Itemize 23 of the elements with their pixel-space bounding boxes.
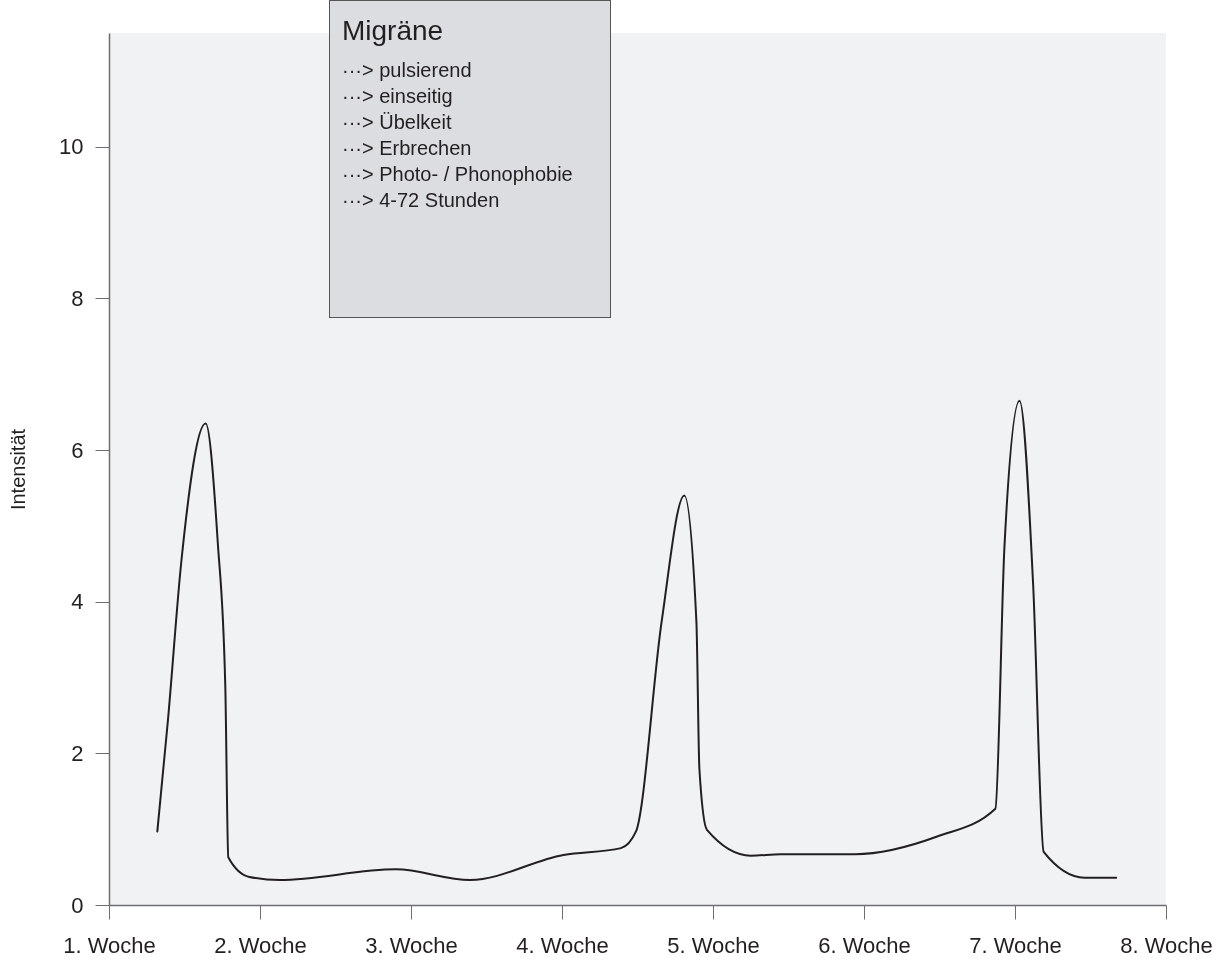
annotation: ···> 4-72 Stunden <box>342 188 501 213</box>
x-tick-label: 1. Woche <box>63 932 156 958</box>
y-tick-label: 2 <box>71 740 84 766</box>
annotation: ···> pulsierend <box>342 58 473 83</box>
y-tick-label: 4 <box>71 589 84 615</box>
y-axis-title: Intensität <box>7 428 30 511</box>
x-tick-label: 6. Woche <box>818 932 911 958</box>
x-tick-label: 3. Woche <box>365 932 458 958</box>
annotation: ···> Übelkeit <box>342 110 453 135</box>
annotation: ···> Erbrechen <box>342 136 473 161</box>
y-tick-label: 0 <box>71 892 84 918</box>
x-tick-label: 2. Woche <box>214 932 307 958</box>
y-tick-label: 10 <box>59 134 84 160</box>
line-series <box>156 399 1118 881</box>
x-tick-label: 4. Woche <box>516 932 609 958</box>
annotation: Migräne <box>342 15 445 47</box>
annotation: ···> einseitig <box>342 84 454 109</box>
y-tick-label: 6 <box>71 437 84 463</box>
x-tick-label: 7. Woche <box>969 932 1062 958</box>
x-tick-label: 5. Woche <box>667 932 760 958</box>
y-tick-label: 8 <box>71 285 84 311</box>
x-tick-label: 8. Woche <box>1120 932 1213 958</box>
annotation: ···> Photo- / Phonophobie <box>342 162 574 187</box>
